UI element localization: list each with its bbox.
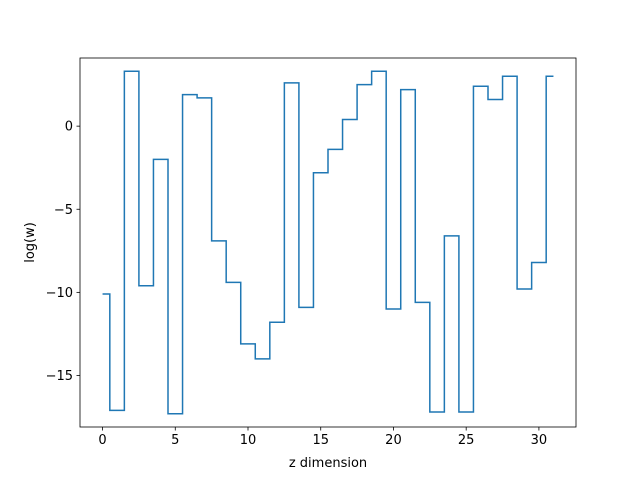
y-tick-label: −5 — [54, 203, 73, 218]
x-tick-label: 5 — [171, 433, 179, 448]
x-axis-label: z dimension — [289, 456, 367, 471]
y-tick-label: −10 — [46, 286, 73, 301]
x-tick-label: 20 — [385, 433, 402, 448]
x-tick-label: 10 — [240, 433, 257, 448]
y-tick-label: −15 — [46, 369, 73, 384]
y-tick-label: 0 — [65, 120, 73, 135]
x-tick-label: 15 — [312, 433, 329, 448]
axes-frame — [79, 57, 577, 428]
x-tick-label: 0 — [98, 433, 106, 448]
axes: 0 5 10 15 20 25 30 −15 −10 −5 0 — [46, 57, 577, 448]
plot-area — [102, 70, 554, 415]
x-tick-label: 30 — [531, 433, 548, 448]
y-axis-label: log(w) — [23, 222, 38, 263]
series-line — [102, 70, 554, 415]
x-tick-label: 25 — [458, 433, 475, 448]
